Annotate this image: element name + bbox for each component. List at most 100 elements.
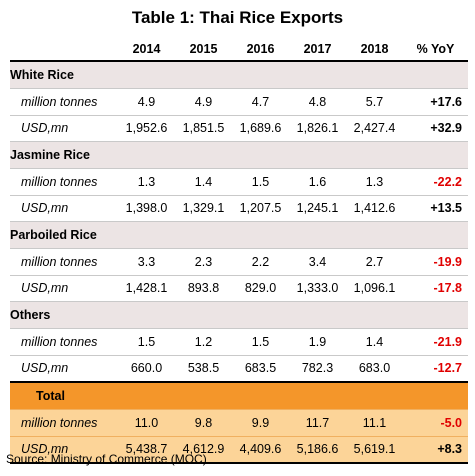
- table-cell: 893.8: [175, 274, 232, 302]
- table-row: million tonnes 1.5 1.2 1.5 1.9 1.4 -21.9: [10, 328, 468, 355]
- table-cell: 5,619.1: [346, 435, 403, 464]
- table-row: USD,mn 1,428.1 893.8 829.0 1,333.0 1,096.1 -17…: [10, 274, 468, 302]
- table-cell: 5.7: [346, 88, 403, 115]
- group-header-row: Parboiled Rice: [10, 221, 468, 249]
- table-cell: 1.4: [175, 168, 232, 195]
- row-label: USD,mn: [10, 194, 118, 222]
- row-label: million tonnes: [10, 88, 118, 115]
- table-cell: 1,207.5: [232, 194, 289, 222]
- table-cell: 683.5: [232, 354, 289, 382]
- table-row: USD,mn 1,398.0 1,329.1 1,207.5 1,245.1 1,412.…: [10, 194, 468, 222]
- table-cell: 1,412.6: [346, 194, 403, 222]
- table-cell: 1,851.5: [175, 114, 232, 142]
- table-cell: 1.3: [346, 168, 403, 195]
- yoy-cell: +17.6: [403, 88, 468, 115]
- table-cell: 782.3: [289, 354, 346, 382]
- group-header-row: Others: [10, 301, 468, 329]
- yoy-cell: +32.9: [403, 114, 468, 142]
- source-note: Source: Ministry of Commerce (MOC): [6, 452, 207, 466]
- group-name: Jasmine Rice: [10, 141, 468, 169]
- yoy-cell: -17.8: [403, 274, 468, 302]
- rice-exports-table: 2014 2015 2016 2017 2018 % YoY White Ric…: [10, 37, 468, 464]
- column-header: [10, 37, 118, 62]
- column-header: 2016: [232, 37, 289, 62]
- table-cell: 1,245.1: [289, 194, 346, 222]
- row-label: million tonnes: [10, 248, 118, 275]
- yoy-cell: -22.2: [403, 168, 468, 195]
- table-cell: 11.1: [346, 409, 403, 436]
- table-cell: 1,952.6: [118, 114, 175, 142]
- table-cell: 829.0: [232, 274, 289, 302]
- table-cell: 5,438.7: [118, 435, 175, 464]
- group-name: Parboiled Rice: [10, 221, 468, 249]
- table-cell: 1.2: [175, 328, 232, 355]
- table-body: White Rice million tonnes 4.9 4.9 4.7 4.8 5.7 +…: [10, 60, 468, 464]
- table-row: million tonnes 4.9 4.9 4.7 4.8 5.7 +17.6: [10, 88, 468, 115]
- yoy-cell: +8.3: [403, 435, 468, 464]
- row-label: USD,mn: [10, 435, 118, 464]
- table-cell: 2.2: [232, 248, 289, 275]
- table-cell: 660.0: [118, 354, 175, 382]
- column-header: 2015: [175, 37, 232, 62]
- row-label: USD,mn: [10, 354, 118, 382]
- column-header: 2018: [346, 37, 403, 62]
- group-name: Others: [10, 301, 468, 329]
- row-label: USD,mn: [10, 274, 118, 302]
- table-cell: 1,428.1: [118, 274, 175, 302]
- yoy-cell: -19.9: [403, 248, 468, 275]
- table-cell: 4,409.6: [232, 435, 289, 464]
- table-cell: 9.9: [232, 409, 289, 436]
- header-row: 2014 2015 2016 2017 2018 % YoY: [10, 37, 468, 62]
- yoy-cell: +13.5: [403, 194, 468, 222]
- table-cell: 1.5: [232, 168, 289, 195]
- table-cell: 1.6: [289, 168, 346, 195]
- table-cell: 2,427.4: [346, 114, 403, 142]
- table-cell: 1,826.1: [289, 114, 346, 142]
- table-cell: 1.5: [232, 328, 289, 355]
- table-cell: 1,329.1: [175, 194, 232, 222]
- group-name: Total: [10, 381, 468, 410]
- row-label: USD,mn: [10, 114, 118, 142]
- group-header-row: Total: [10, 381, 468, 410]
- group-name: White Rice: [10, 60, 468, 89]
- yoy-cell: -5.0: [403, 409, 468, 436]
- table-cell: 3.3: [118, 248, 175, 275]
- row-label: million tonnes: [10, 328, 118, 355]
- table-cell: 11.0: [118, 409, 175, 436]
- table-cell: 683.0: [346, 354, 403, 382]
- table-row: million tonnes 3.3 2.3 2.2 3.4 2.7 -19.9: [10, 248, 468, 275]
- table-cell: 1.3: [118, 168, 175, 195]
- table-cell: 2.7: [346, 248, 403, 275]
- row-label: million tonnes: [10, 168, 118, 195]
- table-cell: 4.9: [118, 88, 175, 115]
- table-cell: 9.8: [175, 409, 232, 436]
- table-cell: 4.9: [175, 88, 232, 115]
- table-row: USD,mn 5,438.7 4,612.9 4,409.6 5,186.6 5,619.…: [10, 435, 468, 464]
- table-row: million tonnes 11.0 9.8 9.9 11.7 11.1 -5.0: [10, 409, 468, 436]
- table-cell: 4.7: [232, 88, 289, 115]
- table-cell: 1.5: [118, 328, 175, 355]
- table-cell: 1,333.0: [289, 274, 346, 302]
- table-title: Table 1: Thai Rice Exports: [131, 8, 344, 27]
- table-cell: 1,096.1: [346, 274, 403, 302]
- row-label: million tonnes: [10, 409, 118, 436]
- yoy-cell: -21.9: [403, 328, 468, 355]
- table-cell: 11.7: [289, 409, 346, 436]
- table-cell: 1,398.0: [118, 194, 175, 222]
- table-cell: 1.9: [289, 328, 346, 355]
- table-cell: 4.8: [289, 88, 346, 115]
- column-header: 2017: [289, 37, 346, 62]
- table-row: USD,mn 1,952.6 1,851.5 1,689.6 1,826.1 2,427.…: [10, 114, 468, 142]
- table-cell: 538.5: [175, 354, 232, 382]
- column-header: % YoY: [403, 37, 468, 62]
- table-cell: 1,689.6: [232, 114, 289, 142]
- group-header-row: Jasmine Rice: [10, 141, 468, 169]
- table-cell: 5,186.6: [289, 435, 346, 464]
- table-row: million tonnes 1.3 1.4 1.5 1.6 1.3 -22.2: [10, 168, 468, 195]
- group-header-row: White Rice: [10, 60, 468, 89]
- table-cell: 2.3: [175, 248, 232, 275]
- table-cell: 1.4: [346, 328, 403, 355]
- table-cell: 4,612.9: [175, 435, 232, 464]
- column-header: 2014: [118, 37, 175, 62]
